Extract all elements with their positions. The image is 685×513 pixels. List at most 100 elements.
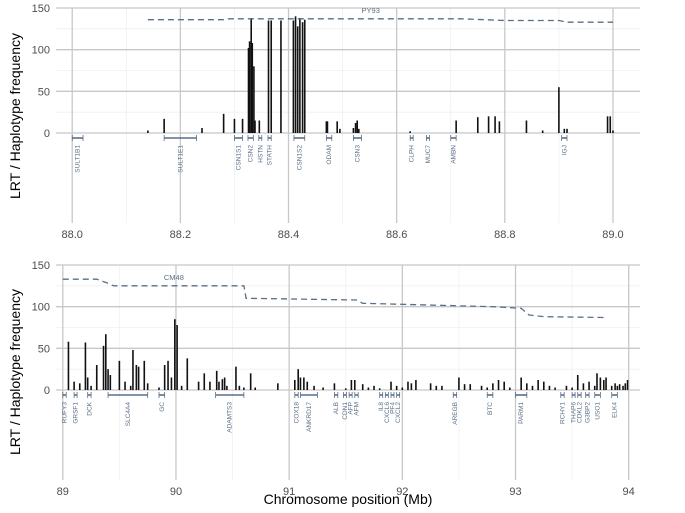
top-lrt-bar: [250, 18, 253, 133]
bottom-gene-label: DCK: [86, 401, 93, 415]
bottom-lrt-bar: [599, 377, 602, 390]
bottom-lrt-bar: [249, 373, 252, 390]
bottom-gene-label: GRSF1: [73, 402, 80, 424]
bottom-lrt-bar: [218, 381, 220, 390]
bottom-lrt-bar: [163, 365, 166, 390]
bottom-lrt-bar: [135, 365, 138, 390]
bottom-lrt-bar: [243, 387, 245, 390]
bottom-lrt-bar: [84, 342, 87, 390]
top-lrt-bar: [241, 118, 244, 133]
top-gene-label: ODAM: [326, 145, 333, 165]
bottom-lrt-bar: [226, 385, 228, 390]
top-haplotype-label: PY93: [362, 6, 380, 15]
top-gene-label: CLPH: [409, 145, 416, 163]
top-y-tick-label: 100: [32, 45, 50, 57]
bottom-lrt-bar: [614, 383, 616, 390]
bottom-gene-label: ADAMTS3: [227, 402, 234, 433]
bottom-lrt-bar: [95, 365, 98, 390]
bottom-panel: 89 90 91 92 93 94 0 50 100 150 CM48 RUFY3 GRSF1 DCK SL…: [32, 260, 640, 498]
bottom-lrt-bar: [333, 383, 336, 390]
bottom-lrt-bar: [610, 385, 613, 390]
bottom-y-axis-title: LRT / Haplotype frequency: [7, 289, 23, 455]
bottom-lrt-bar: [303, 377, 305, 390]
top-lrt-bar: [201, 128, 203, 133]
bottom-gene-label: GC: [159, 402, 166, 412]
bottom-gene-label: ELK4: [612, 402, 619, 418]
bottom-plot-background: [56, 265, 640, 480]
bottom-lrt-bar: [277, 383, 279, 390]
bottom-lrt-bar: [367, 387, 370, 390]
bottom-lrt-bar: [373, 385, 375, 390]
bottom-lrt-bar: [203, 373, 206, 390]
bottom-x-tick-label: 89: [57, 486, 69, 498]
bottom-gene-label: AFP: [348, 402, 355, 415]
bottom-lrt-bar: [361, 384, 364, 390]
top-x-tick-label: 88.8: [494, 229, 515, 241]
top-lrt-bar: [476, 117, 479, 133]
bottom-lrt-bar: [306, 381, 309, 390]
bottom-gene-label: CXCL6: [384, 402, 391, 423]
bottom-lrt-bar: [238, 385, 241, 390]
bottom-lrt-bar: [571, 387, 573, 390]
bottom-lrt-bar: [458, 377, 460, 390]
top-lrt-bar: [494, 116, 496, 133]
bottom-lrt-bar: [401, 387, 404, 390]
bottom-lrt-bar: [186, 358, 189, 390]
bottom-lrt-bar: [254, 387, 256, 390]
bottom-lrt-bar: [616, 385, 619, 390]
bottom-lrt-bar: [415, 380, 417, 390]
bottom-lrt-bar: [174, 319, 176, 390]
bottom-lrt-bar: [565, 385, 568, 390]
bottom-lrt-bar: [137, 366, 140, 390]
top-x-tick-label: 88.2: [170, 229, 191, 241]
top-lrt-bar: [222, 113, 225, 133]
top-gene-label: CSN1S1: [236, 145, 243, 171]
top-x-tick-label: 88.0: [62, 229, 83, 241]
bottom-lrt-bar: [170, 377, 173, 390]
top-y-tick-label: 150: [32, 3, 50, 15]
bottom-gene-label: RUFY3: [61, 402, 68, 424]
bottom-lrt-bar: [223, 377, 226, 390]
bottom-lrt-bar: [124, 381, 126, 390]
top-lrt-bar: [248, 41, 251, 134]
bottom-lrt-bar: [531, 385, 534, 390]
top-gene-label: CSN2: [248, 145, 255, 163]
bottom-y-tick-label: 150: [32, 260, 50, 272]
top-x-tick-label: 88.4: [278, 229, 299, 241]
top-gene-label: IGJ: [561, 145, 568, 155]
top-lrt-bar: [336, 121, 338, 133]
bottom-lrt-bar: [67, 341, 70, 390]
bottom-lrt-bar: [626, 380, 629, 390]
top-lrt-bar: [566, 128, 568, 133]
bottom-gene-label: COX18: [294, 402, 301, 424]
bottom-lrt-bar: [313, 385, 315, 390]
bottom-gene-label: CDKL2: [576, 402, 583, 423]
bottom-lrt-bar: [622, 385, 624, 390]
bottom-x-tick-label: 91: [283, 486, 295, 498]
bottom-lrt-bar: [215, 370, 218, 390]
bottom-lrt-bar: [618, 384, 621, 390]
bottom-lrt-bar: [107, 369, 109, 390]
top-lrt-bar: [558, 87, 560, 133]
bottom-x-tick-label: 90: [170, 486, 182, 498]
top-y-tick-label: 50: [38, 86, 50, 98]
top-lrt-bar: [609, 116, 612, 133]
top-lrt-bar: [147, 130, 149, 133]
bottom-lrt-bar: [542, 381, 545, 390]
bottom-haplotype-line: [62, 278, 607, 319]
top-lrt-bar: [606, 116, 609, 133]
top-lrt-bar: [251, 43, 254, 133]
top-lrt-bar: [354, 123, 357, 133]
top-lrt-bar: [612, 130, 614, 133]
bottom-lrt-bar: [86, 377, 89, 390]
bottom-gene-label: AFM: [353, 402, 360, 416]
bottom-lrt-bar: [486, 387, 489, 390]
bottom-x-tick-label: 92: [396, 486, 408, 498]
top-gene-label: SULT1B1: [75, 145, 82, 173]
bottom-lrt-bar: [492, 383, 494, 390]
top-x-tick-label: 89.0: [602, 229, 623, 241]
top-gene-label: CSN1S2: [296, 145, 303, 171]
top-lrt-bar: [525, 120, 528, 133]
top-gene-label: SULT1E1: [177, 145, 184, 173]
top-plot-background: [56, 8, 640, 223]
